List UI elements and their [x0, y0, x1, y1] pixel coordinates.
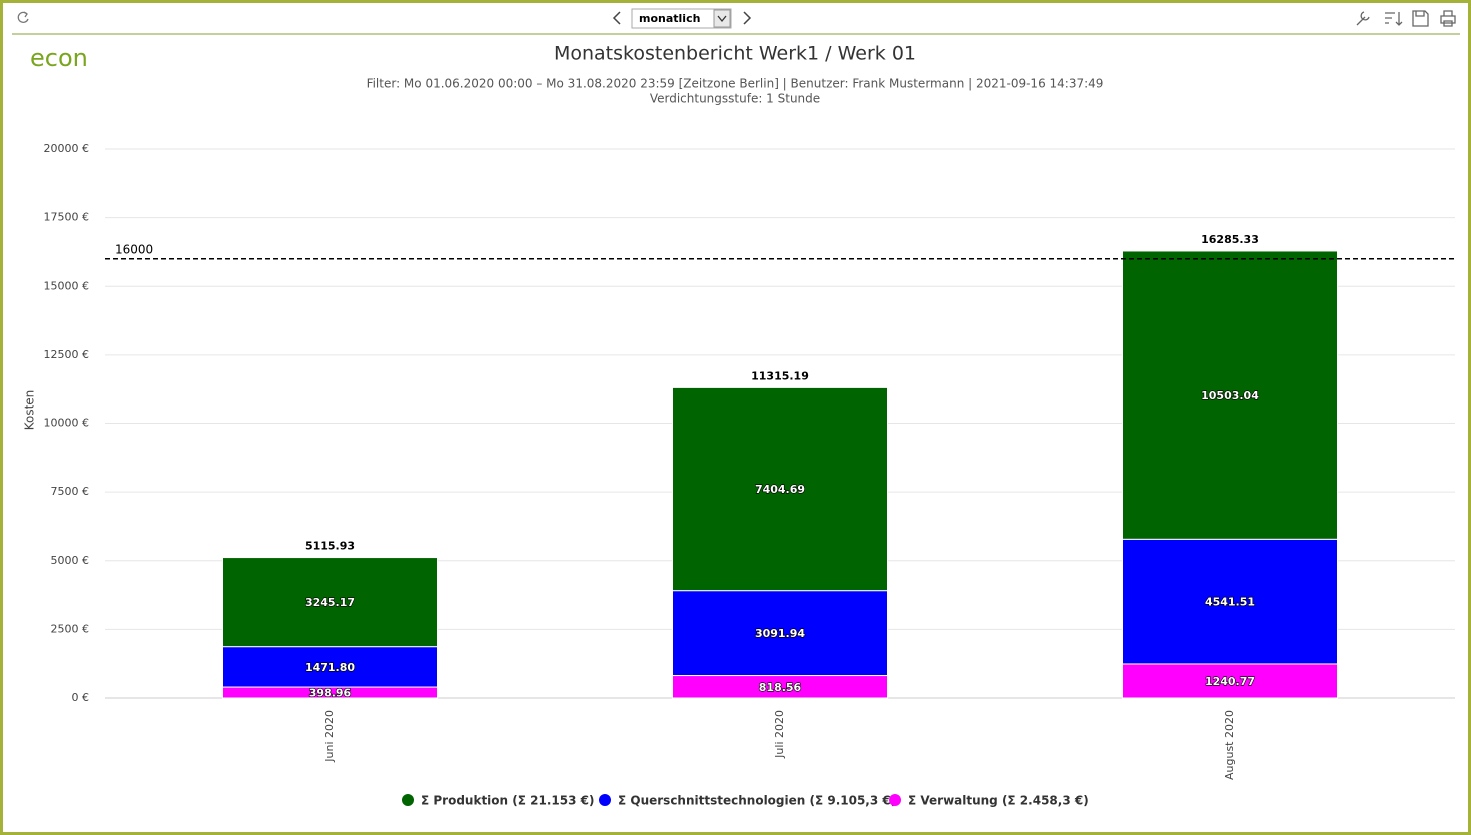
y-tick-label: 12500 €	[44, 348, 90, 361]
total-label: 11315.19	[751, 369, 809, 382]
legend-marker	[402, 794, 414, 806]
save-button[interactable]	[1412, 10, 1429, 27]
total-label: 5115.93	[305, 540, 355, 553]
sort-button[interactable]	[1385, 12, 1403, 26]
data-label: 1471.80	[305, 661, 355, 674]
x-tick-label: August 2020	[1223, 710, 1236, 780]
refresh-button[interactable]	[17, 11, 29, 23]
chart-title: Monatskostenbericht Werk1 / Werk 01	[554, 43, 916, 65]
legend-label: Σ Verwaltung (Σ 2.458,3 €)	[908, 794, 1089, 808]
y-tick-label: 17500 €	[44, 211, 90, 224]
bar-segment	[672, 386, 888, 592]
period-select[interactable]	[631, 8, 732, 29]
data-label: 1240.77	[1205, 675, 1255, 688]
prev-button[interactable]	[612, 11, 621, 25]
data-label: 4541.51	[1205, 596, 1255, 609]
bar-segment	[222, 557, 438, 648]
legend-marker	[599, 794, 611, 806]
data-label: 3245.17	[305, 596, 355, 609]
y-tick-label: 10000 €	[44, 417, 90, 430]
total-label: 16285.33	[1201, 233, 1259, 246]
logo: econ	[30, 44, 88, 72]
bar-segment	[1122, 538, 1338, 665]
bar-segment	[672, 590, 888, 677]
y-tick-label: 15000 €	[44, 279, 90, 292]
legend-label: Σ Querschnittstechnologien (Σ 9.105,3 €)	[618, 794, 896, 808]
x-tick-label: Juli 2020	[773, 710, 786, 759]
y-tick-label: 5000 €	[51, 554, 90, 567]
y-tick-label: 7500 €	[51, 485, 90, 498]
next-button[interactable]	[743, 11, 752, 25]
data-label: 10503.04	[1201, 389, 1259, 402]
print-button[interactable]	[1440, 10, 1456, 27]
settings-button[interactable]	[1356, 11, 1370, 26]
bar-segment	[1122, 663, 1338, 699]
period-value: monatlich	[639, 12, 700, 25]
y-axis-label: Kosten	[23, 390, 37, 431]
chart-subtitle: Verdichtungsstufe: 1 Stunde	[650, 92, 820, 106]
y-tick-label: 20000 €	[44, 142, 90, 155]
select-arrow-icon	[717, 15, 727, 23]
chart-subtitle: Filter: Mo 01.06.2020 00:00 – Mo 31.08.2…	[367, 77, 1104, 91]
y-tick-label: 0 €	[72, 691, 90, 704]
bar-segment	[1122, 250, 1338, 540]
data-label: 398.96	[309, 687, 352, 700]
legend-label: Σ Produktion (Σ 21.153 €)	[421, 794, 594, 808]
data-label: 818.56	[759, 681, 802, 694]
reference-label: 16000	[115, 242, 153, 256]
data-label: 7404.69	[755, 483, 805, 496]
x-tick-label: Juni 2020	[323, 710, 336, 763]
legend-marker	[889, 794, 901, 806]
select-arrow[interactable]	[713, 9, 731, 28]
y-tick-label: 2500 €	[51, 622, 90, 635]
data-label: 3091.94	[755, 627, 805, 640]
